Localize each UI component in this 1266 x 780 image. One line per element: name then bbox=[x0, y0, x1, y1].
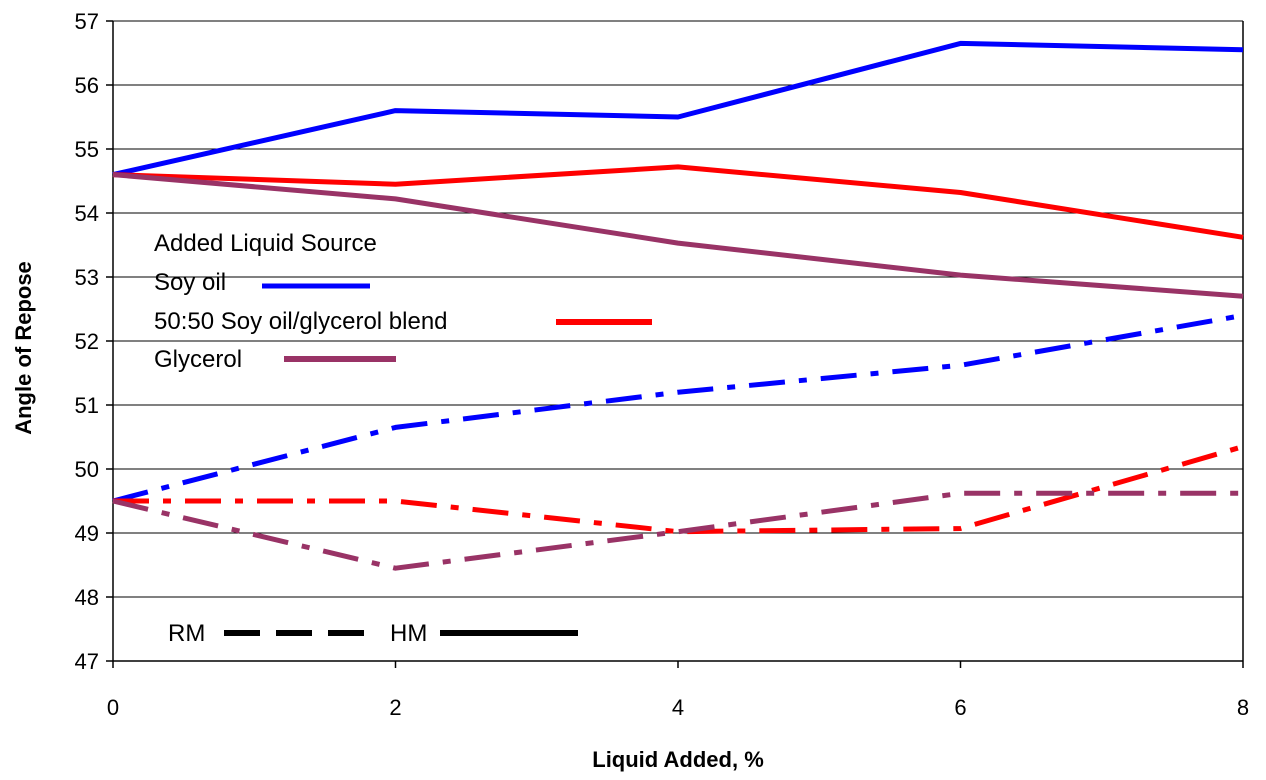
x-tick-label: 2 bbox=[389, 695, 401, 720]
x-tick-label: 8 bbox=[1237, 695, 1249, 720]
series-lines bbox=[112, 40, 1244, 571]
series-line-rm-soy-oil bbox=[112, 312, 1244, 504]
y-tick-labels: 47 48 49 50 51 52 53 54 55 56 57 bbox=[75, 9, 99, 674]
legend-label-rm: RM bbox=[168, 620, 205, 647]
grid bbox=[113, 20, 1243, 662]
y-tick-label: 56 bbox=[75, 73, 99, 98]
series-line-rm-glycerol bbox=[112, 490, 1243, 571]
legend-label-glycerol: Glycerol bbox=[154, 346, 242, 373]
x-tick-label: 0 bbox=[107, 695, 119, 720]
axes bbox=[106, 20, 1244, 668]
legend-label-blend: 50:50 Soy oil/glycerol blend bbox=[154, 308, 448, 335]
legend-label-hm: HM bbox=[390, 620, 427, 647]
y-tick-label: 49 bbox=[75, 521, 99, 546]
series-line-hm-50-50-soy-oil-glycerol-blend bbox=[112, 164, 1244, 240]
series-line-hm-glycerol bbox=[112, 172, 1244, 299]
series-line-rm-50-50-soy-oil-glycerol-blend bbox=[113, 444, 1244, 535]
legend: Added Liquid Source Soy oil 50:50 Soy oi… bbox=[154, 230, 652, 647]
y-tick-label: 48 bbox=[75, 585, 99, 610]
y-tick-label: 54 bbox=[75, 201, 99, 226]
y-tick-label: 51 bbox=[75, 393, 99, 418]
y-tick-label: 47 bbox=[75, 649, 99, 674]
x-tick-label: 4 bbox=[672, 695, 684, 720]
y-tick-label: 57 bbox=[75, 9, 99, 34]
legend-label-soy-oil: Soy oil bbox=[154, 269, 226, 296]
y-tick-label: 53 bbox=[75, 265, 99, 290]
x-tick-labels: 0 2 4 6 8 bbox=[107, 695, 1249, 720]
series-line-hm-soy-oil bbox=[112, 40, 1244, 178]
x-tick-label: 6 bbox=[954, 695, 966, 720]
y-tick-label: 52 bbox=[75, 329, 99, 354]
y-tick-label: 55 bbox=[75, 137, 99, 162]
x-axis-title: Liquid Added, % bbox=[592, 747, 764, 772]
y-tick-label: 50 bbox=[75, 457, 99, 482]
legend-title: Added Liquid Source bbox=[154, 230, 377, 257]
y-axis-title: Angle of Repose bbox=[11, 261, 36, 435]
